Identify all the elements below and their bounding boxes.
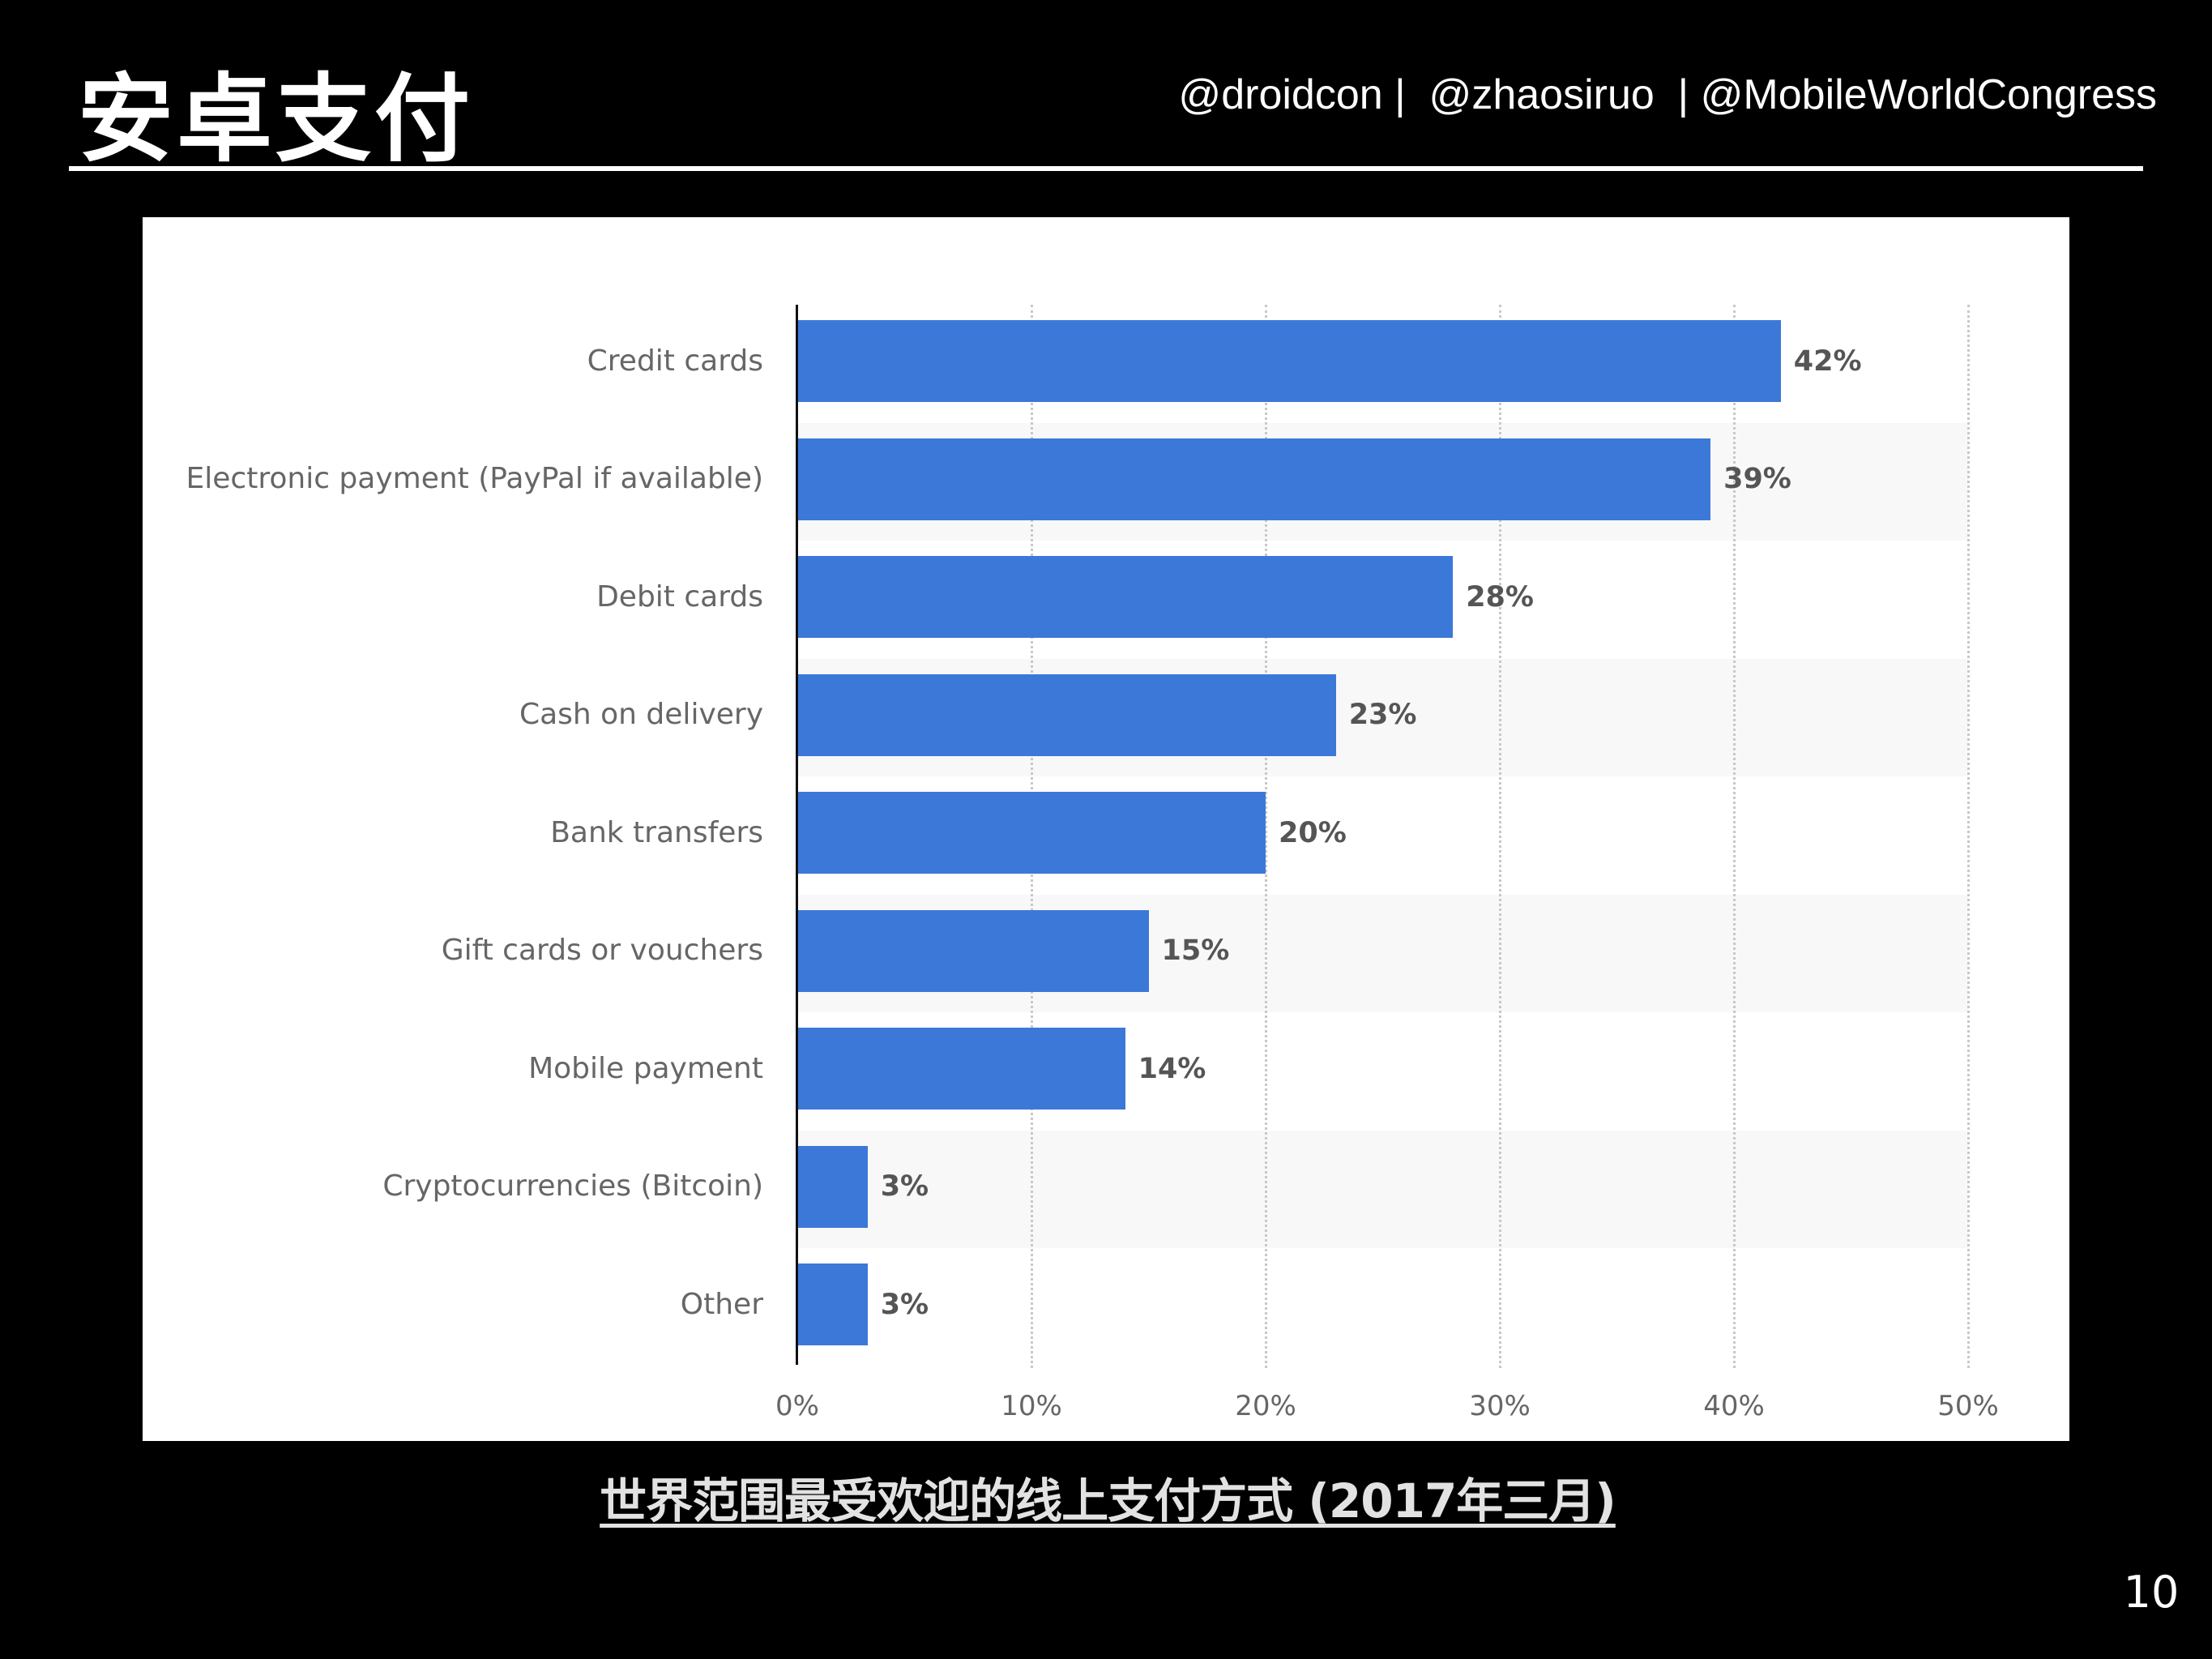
chart-caption: 世界范围最受欢迎的线上支付方式 (2017年三月): [600, 1473, 1616, 1529]
value-label: 39%: [1723, 463, 1791, 495]
value-label: 20%: [1279, 816, 1347, 849]
bar: [797, 909, 1149, 992]
category-label: Debit cards: [596, 579, 763, 614]
value-label: 3%: [880, 1170, 929, 1203]
category-label: Gift cards or vouchers: [441, 934, 763, 967]
gridline: [1499, 305, 1501, 1368]
x-tick-label: 0%: [775, 1389, 819, 1422]
bar: [797, 1263, 868, 1345]
bar-chart: Credit cards Electronic payment (PayPal i…: [143, 217, 2069, 1441]
category-label: Electronic payment (PayPal if available): [186, 462, 763, 495]
value-label: 3%: [880, 1288, 929, 1321]
bar: [797, 438, 1711, 520]
x-tick-label: 30%: [1469, 1389, 1531, 1422]
bar: [797, 792, 1266, 874]
bar: [797, 673, 1336, 756]
gridline: [1265, 305, 1267, 1368]
category-label: Cash on delivery: [519, 698, 763, 731]
value-label: 15%: [1161, 934, 1230, 967]
category-label: Credit cards: [587, 344, 763, 378]
bar: [797, 320, 1781, 402]
x-tick-label: 50%: [1937, 1389, 1999, 1422]
category-label: Bank transfers: [550, 815, 763, 849]
gridline: [1733, 305, 1736, 1368]
row-band: [797, 1130, 1968, 1248]
value-label: 23%: [1348, 699, 1417, 731]
x-tick-label: 20%: [1235, 1389, 1296, 1422]
y-axis-line: [796, 305, 798, 1365]
value-label: 14%: [1138, 1052, 1206, 1085]
category-label: Other: [680, 1287, 763, 1321]
value-label: 28%: [1466, 580, 1534, 614]
social-handles: @droidcon | @zhaosiruo | @MobileWorldCon…: [1178, 71, 2157, 118]
x-tick-label: 40%: [1703, 1389, 1765, 1422]
gridline: [1967, 305, 1970, 1368]
category-label: Mobile payment: [528, 1051, 763, 1085]
bar: [797, 1028, 1125, 1110]
bar: [797, 556, 1454, 638]
x-tick-label: 10%: [1001, 1389, 1062, 1422]
page-number: 10: [2123, 1567, 2180, 1618]
slide-title: 安卓支付: [78, 63, 474, 175]
value-label: 42%: [1793, 344, 1862, 378]
header-divider: [69, 166, 2143, 171]
category-label: Cryptocurrencies (Bitcoin): [382, 1169, 763, 1203]
bar: [797, 1145, 868, 1228]
